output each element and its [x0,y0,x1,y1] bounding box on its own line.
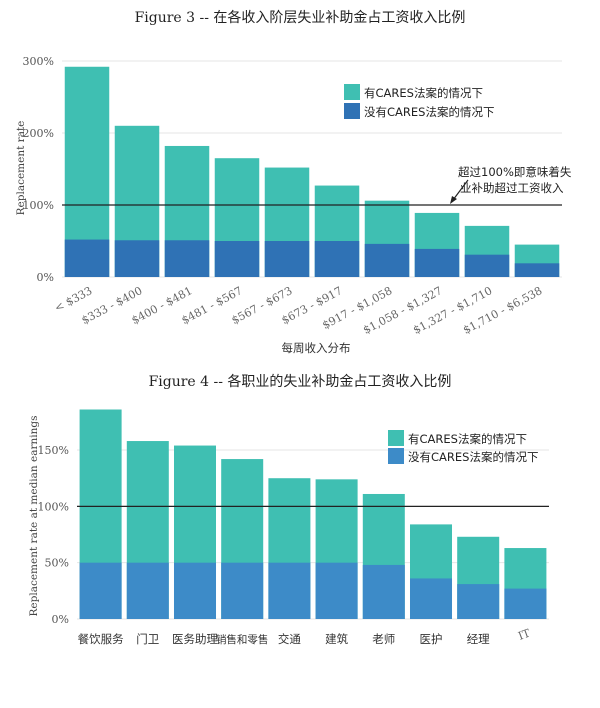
f3-bar-without-cares [314,241,360,277]
f3-bar-without-cares [464,254,510,277]
f3-legend: 有CARES法案的情况下 没有CARES法案的情况下 [344,84,494,119]
figure-3-title: Figure 3 -- 在各收入阶层失业补助金占工资收入比例 [135,10,466,26]
f4-x-tick-label: 交通 [278,632,301,646]
f4-legend-swatch-with-cares [388,430,404,446]
f3-annotation-arrow-head [450,196,457,204]
f3-bar-without-cares [414,248,460,277]
f4-x-tick-label: 餐饮服务 [78,632,124,646]
f4-legend: 有CARES法案的情况下 没有CARES法案的情况下 [388,430,538,464]
f3-bar-without-cares [114,240,160,277]
f4-bar-without-cares [362,564,405,619]
f4-y-axis-label: Replacement rate at median earnings [28,415,40,616]
f3-annotation-line-2: 业补助超过工资收入 [460,181,564,195]
f3-y-tick-label: 100% [23,199,54,212]
f4-bar-without-cares [504,588,547,619]
f4-legend-swatch-without-cares [388,448,404,464]
f4-bar-without-cares [126,562,169,619]
f3-annotation-line-1: 超过100%即意味着失 [458,165,572,179]
f4-bar-without-cares [79,562,122,619]
f3-annotation: 超过100%即意味着失 业补助超过工资收入 [450,165,572,204]
f3-bar-without-cares [64,239,110,277]
f4-legend-label-with-cares: 有CARES法案的情况下 [408,432,527,446]
f4-y-tick-label: 50% [45,557,69,570]
f3-legend-swatch-with-cares [344,84,360,100]
f4-bar-without-cares [221,562,264,619]
f3-y-axis-label: Replacement rate [15,121,27,216]
f3-bar-without-cares [214,241,260,277]
f4-x-tick-label: IT [516,626,532,642]
f4-bar-without-cares [315,562,358,619]
f3-legend-label-without-cares: 没有CARES法案的情况下 [364,105,494,119]
f3-bar-without-cares [264,241,310,277]
f4-x-tick-label: 老师 [372,632,395,646]
f4-y-tick-label: 150% [38,444,69,457]
f3-y-tick-label: 200% [23,127,54,140]
f4-x-tick-label: 建筑 [325,632,348,646]
f4-bar-without-cares [268,562,311,619]
f3-annotation-arrow-shaft [452,179,469,201]
f4-bar-without-cares [173,562,217,619]
f3-y-tick-label: 0% [37,271,54,284]
figure-4-title: Figure 4 -- 各职业的失业补助金占工资收入比例 [149,374,452,390]
f4-x-tick-label: 销售和零售 [216,633,269,646]
f3-bar-without-cares [164,240,210,277]
f3-legend-swatch-without-cares [344,103,360,119]
f3-y-tick-label: 300% [23,55,54,68]
f3-bar-without-cares [364,243,410,277]
f4-y-tick-label: 0% [52,613,69,626]
f4-bar-without-cares [457,584,500,619]
f4-x-tick-label: 医护 [420,632,443,646]
figure-4: Figure 4 -- 各职业的失业补助金占工资收入比例 0% 50% 100% 15… [28,374,549,646]
f3-x-axis-label: 每周收入分布 [282,341,351,355]
figure-3: Figure 3 -- 在各收入阶层失业补助金占工资收入比例 0% 100% 200… [15,10,572,355]
f4-y-tick-label: 100% [38,500,69,513]
f4-legend-label-without-cares: 没有CARES法案的情况下 [408,450,538,464]
f3-legend-label-with-cares: 有CARES法案的情况下 [364,86,483,100]
f4-x-tick-label: 经理 [467,632,490,646]
f4-bar-without-cares [409,578,453,619]
f3-bar-without-cares [514,263,560,277]
f4-x-tick-label: 医务助理 [172,632,218,646]
f4-x-tick-label: 门卫 [136,632,159,646]
